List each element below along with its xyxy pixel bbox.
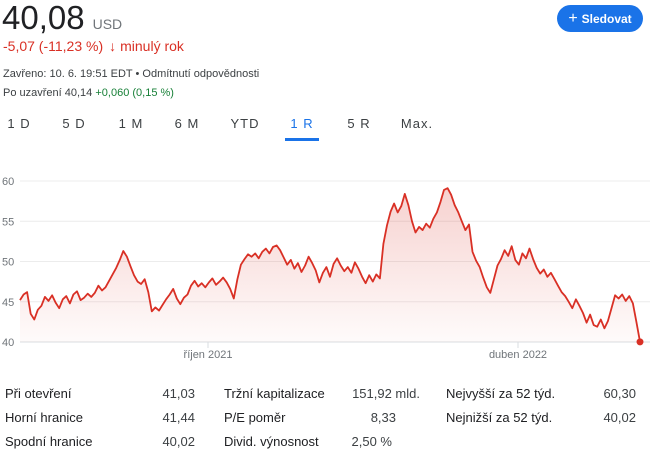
tab-max[interactable]: Max. xyxy=(400,116,434,131)
stat-pe-ratio: P/E poměr 8,33 xyxy=(224,408,396,428)
tab-1r[interactable]: 1 R xyxy=(285,112,319,141)
tab-5d[interactable]: 5 D xyxy=(62,116,86,131)
x-axis-labels: říjen 2021 duben 2022 xyxy=(184,342,547,361)
stat-value: 151,92 mld. xyxy=(352,386,420,401)
after-hours: Po uzavření 40,14 +0,060 (0,15 %) xyxy=(3,87,174,99)
stat-value: 2,50 % xyxy=(351,434,392,449)
stat-label: Divid. výnosnost xyxy=(224,434,319,449)
arrow-down-icon: ↓ xyxy=(109,38,117,54)
last-price-dot xyxy=(636,338,644,346)
meta-separator: • xyxy=(132,68,143,80)
stat-label: Spodní hranice xyxy=(5,434,93,449)
stat-value: 40,02 xyxy=(162,434,195,449)
stat-value: 41,03 xyxy=(162,386,195,401)
price-header: 40,08 USD xyxy=(2,0,122,36)
stat-label: Horní hranice xyxy=(5,410,84,425)
stat-52w-low: Nejnižší za 52 týd. 40,02 xyxy=(446,408,636,428)
follow-button[interactable]: + Sledovat xyxy=(557,5,643,32)
market-status: Zavřeno: 10. 6. 19:51 EDT • Odmítnutí od… xyxy=(3,68,259,80)
stat-label: Nejnižší za 52 týd. xyxy=(446,410,553,425)
change-value: -5,07 (-11,23 %) xyxy=(3,38,104,54)
tab-ytd[interactable]: YTD xyxy=(230,116,260,131)
price-area xyxy=(20,188,640,342)
x-tick-label: říjen 2021 xyxy=(184,349,233,361)
y-tick-label: 40 xyxy=(2,337,14,349)
tab-6m[interactable]: 6 M xyxy=(174,116,200,131)
stat-value: 8,33 xyxy=(370,410,396,425)
stat-value: 41,44 xyxy=(162,410,195,425)
y-tick-label: 45 xyxy=(2,297,14,309)
x-tick-label: duben 2022 xyxy=(489,349,547,361)
plus-icon: + xyxy=(568,9,578,27)
price-line xyxy=(19,187,641,342)
tab-5r[interactable]: 5 R xyxy=(347,116,371,131)
y-tick-label: 60 xyxy=(2,176,14,188)
tab-1m[interactable]: 1 M xyxy=(118,116,144,131)
stat-label: Při otevření xyxy=(5,386,72,401)
stat-open: Při otevření 41,03 xyxy=(5,384,195,404)
stat-low: Spodní hranice 40,02 xyxy=(5,432,195,452)
price-change: -5,07 (-11,23 %) ↓ minulý rok xyxy=(3,38,184,54)
tab-1d[interactable]: 1 D xyxy=(7,116,31,131)
stat-market-cap: Tržní kapitalizace 151,92 mld. xyxy=(224,384,420,404)
stat-value: 60,30 xyxy=(603,386,636,401)
after-hours-price: Po uzavření 40,14 xyxy=(3,87,93,99)
stat-label: P/E poměr xyxy=(224,410,286,425)
y-axis-labels: 60 55 50 45 40 xyxy=(2,176,14,349)
y-tick-label: 55 xyxy=(2,216,14,228)
stat-dividend-yield: Divid. výnosnost 2,50 % xyxy=(224,432,392,452)
stat-52w-high: Nejvyšší za 52 týd. 60,30 xyxy=(446,384,636,404)
stat-label: Nejvyšší za 52 týd. xyxy=(446,386,556,401)
stat-high: Horní hranice 41,44 xyxy=(5,408,195,428)
follow-button-label: Sledovat xyxy=(581,11,632,26)
disclaimer-link[interactable]: Odmítnutí odpovědnosti xyxy=(142,68,260,80)
price-chart[interactable]: 60 55 50 45 40 říjen 2021 duben 2022 xyxy=(0,160,650,370)
change-period: minulý rok xyxy=(120,38,184,54)
currency-label: USD xyxy=(92,16,123,32)
stat-label: Tržní kapitalizace xyxy=(224,386,325,401)
after-hours-change: +0,060 (0,15 %) xyxy=(95,87,174,99)
y-tick-label: 50 xyxy=(2,257,14,269)
stat-value: 40,02 xyxy=(603,410,636,425)
current-price: 40,08 xyxy=(2,0,85,36)
closed-time: Zavřeno: 10. 6. 19:51 EDT xyxy=(3,68,133,80)
